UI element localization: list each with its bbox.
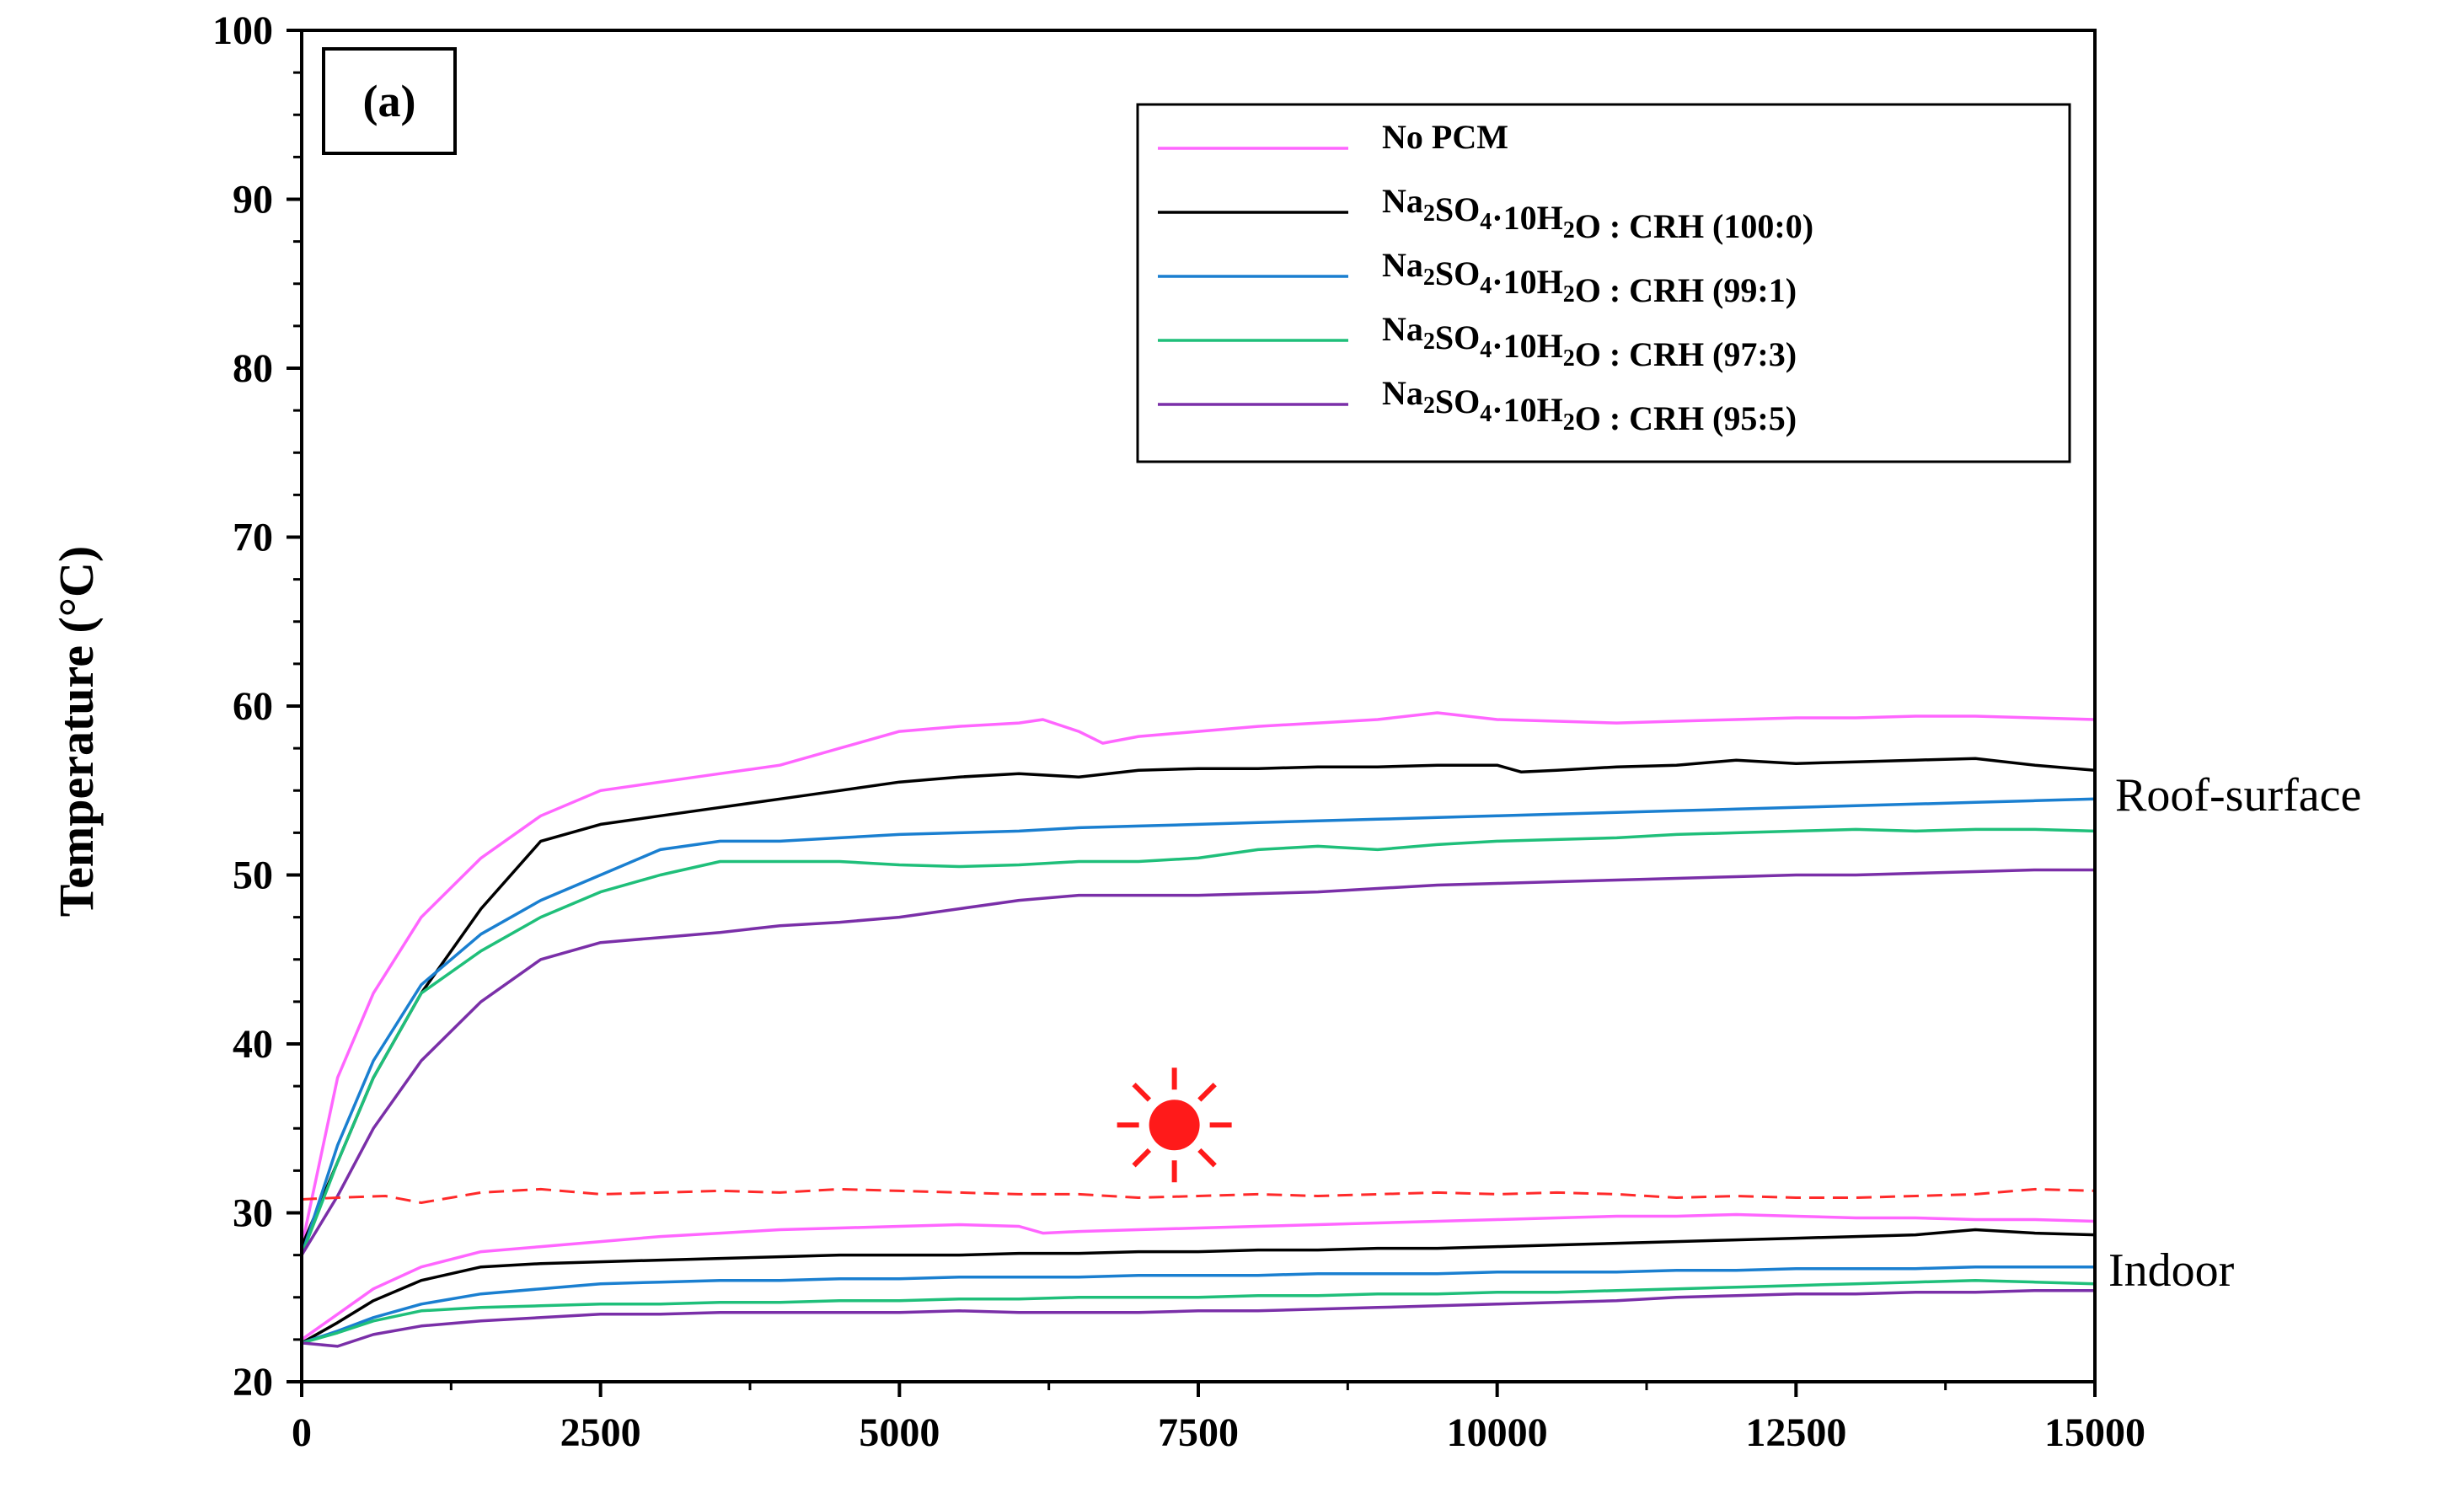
y-tick-label: 50 [233, 853, 273, 898]
legend-label: Na2SO4·10H2O : CRH (95:5) [1382, 374, 1797, 437]
series-line-roof [300, 711, 2096, 1247]
series-line-ambient [301, 1187, 2096, 1204]
series-line-indoor [301, 1288, 2095, 1348]
sun-ray [1197, 1083, 1217, 1102]
legend-label: Na2SO4·10H2O : CRH (100:0) [1382, 182, 1813, 245]
y-tick-label: 20 [233, 1360, 273, 1405]
x-tick-label: 15000 [2044, 1410, 2145, 1455]
legend-label: Na2SO4·10H2O : CRH (97:3) [1382, 310, 1797, 373]
sun-ray [1132, 1083, 1152, 1102]
y-axis-title: Temperature (°C) [49, 546, 104, 917]
y-tick-label: 30 [233, 1191, 273, 1236]
y-tick-label: 100 [212, 8, 273, 53]
legend-label: No PCM [1382, 118, 1508, 156]
ticks-layer: 0 2500 5000 7500 10000 12500 15000 20 30 40 50 60 70… [212, 8, 2145, 1455]
x-tick-label: 5000 [859, 1410, 940, 1455]
y-tick-label: 40 [233, 1022, 273, 1067]
panel-label: (a) [363, 76, 416, 126]
legend-box [1136, 103, 2071, 463]
series-line-indoor [300, 1212, 2096, 1341]
sun-ray [1132, 1148, 1152, 1168]
sun-icon [1117, 1068, 1232, 1183]
series-line-roof [300, 797, 2096, 1256]
y-tick-label: 80 [233, 346, 273, 391]
plot-frame [300, 29, 2097, 1383]
series-line-indoor [301, 1228, 2096, 1345]
x-tick-label: 10000 [1447, 1410, 1548, 1455]
series-line-roof [300, 827, 2096, 1256]
series-line-indoor [301, 1265, 2095, 1345]
series-line-roof [300, 757, 2096, 1248]
x-tick-label: 2500 [560, 1410, 641, 1455]
x-tick-label: 7500 [1158, 1410, 1239, 1455]
roof-surface-label: Roof-surface [2115, 769, 2361, 821]
sun-core [1149, 1100, 1200, 1151]
indoor-label: Indoor [2108, 1244, 2235, 1297]
x-tick-label: 12500 [1745, 1410, 1846, 1455]
y-tick-label: 60 [233, 684, 273, 729]
series-line-indoor [301, 1278, 2096, 1345]
panel-label-box: (a) [322, 47, 457, 155]
y-tick-label: 70 [233, 516, 273, 560]
series-layer [300, 711, 2096, 1348]
series-line-roof [300, 868, 2095, 1256]
sun-ray [1197, 1148, 1217, 1168]
x-tick-label: 0 [292, 1410, 312, 1455]
y-tick-label: 90 [233, 178, 273, 222]
legend-label: Na2SO4·10H2O : CRH (99:1) [1382, 246, 1797, 309]
